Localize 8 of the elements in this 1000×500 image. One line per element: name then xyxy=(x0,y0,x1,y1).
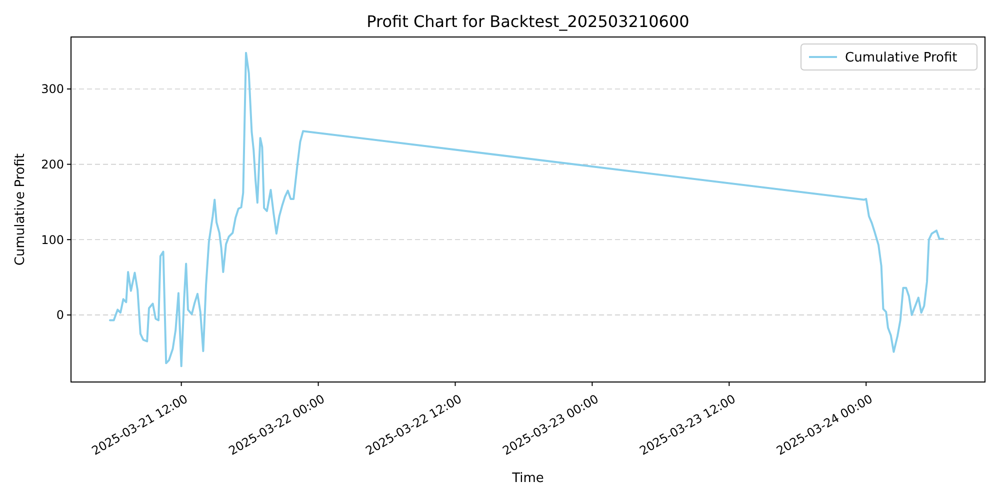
chart-title: Profit Chart for Backtest_202503210600 xyxy=(366,12,690,31)
x-axis-title: Time xyxy=(511,471,544,486)
y-tick-label: 0 xyxy=(56,308,64,322)
legend-label: Cumulative Profit xyxy=(845,50,958,66)
y-tick-label: 300 xyxy=(41,82,64,96)
y-tick-label: 200 xyxy=(41,158,64,172)
y-tick-label: 100 xyxy=(41,232,64,247)
y-axis-title: Cumulative Profit xyxy=(13,153,28,266)
